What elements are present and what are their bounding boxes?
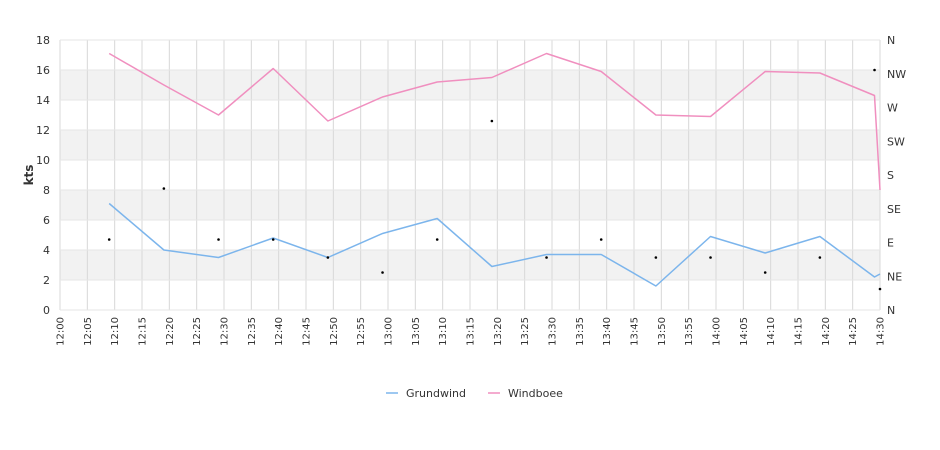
x-tick-label: 13:55 (684, 317, 695, 346)
x-tick-label: 12:15 (138, 317, 149, 346)
grid-lines (59, 39, 881, 311)
y-tick-label: 14 (36, 94, 50, 107)
y-tick-label: 4 (43, 244, 50, 257)
x-tick-label: 14:10 (766, 317, 777, 346)
y-tick-label: 8 (43, 184, 50, 197)
x-tick-label: 14:30 (876, 317, 887, 346)
x-tick-label: 14:00 (712, 317, 723, 346)
x-tick-label: 12:05 (83, 317, 94, 346)
x-tick-label: 13:20 (493, 317, 504, 346)
y-tick-label: 0 (43, 304, 50, 317)
direction-marker (381, 271, 384, 274)
x-tick-label: 13:45 (630, 317, 641, 346)
direction-marker (818, 256, 822, 259)
x-axis: 12:00 12:05 12:10 12:15 12:20 12:25 12:30 12:35… (56, 317, 887, 346)
x-tick-label: 12:10 (110, 317, 121, 346)
direction-marker (107, 238, 111, 241)
series-line-grundwind (108, 202, 881, 287)
direction-marker (599, 238, 603, 241)
direction-marker (545, 256, 548, 259)
y-axis-left: 0 2 4 6 8 10 12 14 16 18 (36, 34, 50, 317)
x-tick-label: 13:10 (438, 317, 449, 346)
x-tick-label: 13:35 (575, 317, 586, 346)
direction-marker (326, 256, 330, 259)
x-tick-label: 12:25 (192, 317, 203, 346)
x-tick-label: 14:15 (794, 317, 805, 346)
y2-tick-label: SE (887, 203, 901, 216)
y2-tick-label: E (887, 237, 894, 250)
direction-marker (162, 187, 166, 190)
direction-marker (217, 238, 220, 241)
legend-item: Grundwind (406, 387, 466, 400)
x-tick-label: 12:40 (274, 317, 285, 346)
y-tick-label: 18 (36, 34, 50, 47)
y2-tick-label: N (887, 304, 895, 317)
x-tick-label: 12:35 (247, 317, 258, 346)
direction-marker (490, 119, 494, 123)
direction-marker (709, 256, 712, 259)
y2-tick-label: SW (887, 135, 905, 148)
x-tick-label: 13:30 (548, 317, 559, 346)
x-tick-label: 12:20 (165, 317, 176, 346)
x-tick-label: 13:25 (520, 317, 531, 346)
legend-item: Windboee (508, 387, 563, 400)
x-tick-label: 13:15 (466, 317, 477, 346)
y-axis-right: N NE E SE S SW W NW N (887, 34, 906, 317)
legend: Grundwind Windboee (386, 387, 563, 400)
y-axis-title: kts (22, 165, 36, 186)
y-tick-label: 12 (36, 124, 50, 137)
y2-tick-label: N (887, 34, 895, 47)
direction-marker (435, 238, 439, 241)
x-tick-label: 12:50 (329, 317, 340, 346)
direction-marker (873, 68, 876, 72)
y2-tick-label: NE (887, 270, 902, 283)
direction-marker (271, 238, 275, 241)
x-tick-label: 13:05 (411, 317, 422, 346)
x-tick-label: 14:05 (739, 317, 750, 346)
x-tick-label: 12:45 (302, 317, 313, 346)
direction-marker (878, 287, 882, 291)
x-tick-label: 14:25 (848, 317, 859, 346)
x-tick-label: 12:00 (56, 317, 67, 346)
y-tick-label: 16 (36, 64, 50, 77)
y-tick-label: 6 (43, 214, 50, 227)
y-tick-label: 10 (36, 154, 50, 167)
direction-marker (654, 256, 658, 259)
y2-tick-label: W (887, 102, 898, 115)
y2-tick-label: S (887, 169, 894, 182)
direction-markers (107, 68, 882, 291)
x-tick-label: 12:55 (356, 317, 367, 346)
x-tick-label: 13:00 (384, 317, 395, 346)
series-line-windboee (108, 52, 881, 191)
x-tick-label: 14:20 (821, 317, 832, 346)
x-tick-label: 13:40 (602, 317, 613, 346)
series-lines (108, 52, 881, 287)
x-tick-label: 13:50 (657, 317, 668, 346)
x-tick-label: 12:30 (220, 317, 231, 346)
direction-marker (763, 271, 767, 274)
y-tick-label: 2 (43, 274, 50, 287)
y2-tick-label: NW (887, 68, 906, 81)
